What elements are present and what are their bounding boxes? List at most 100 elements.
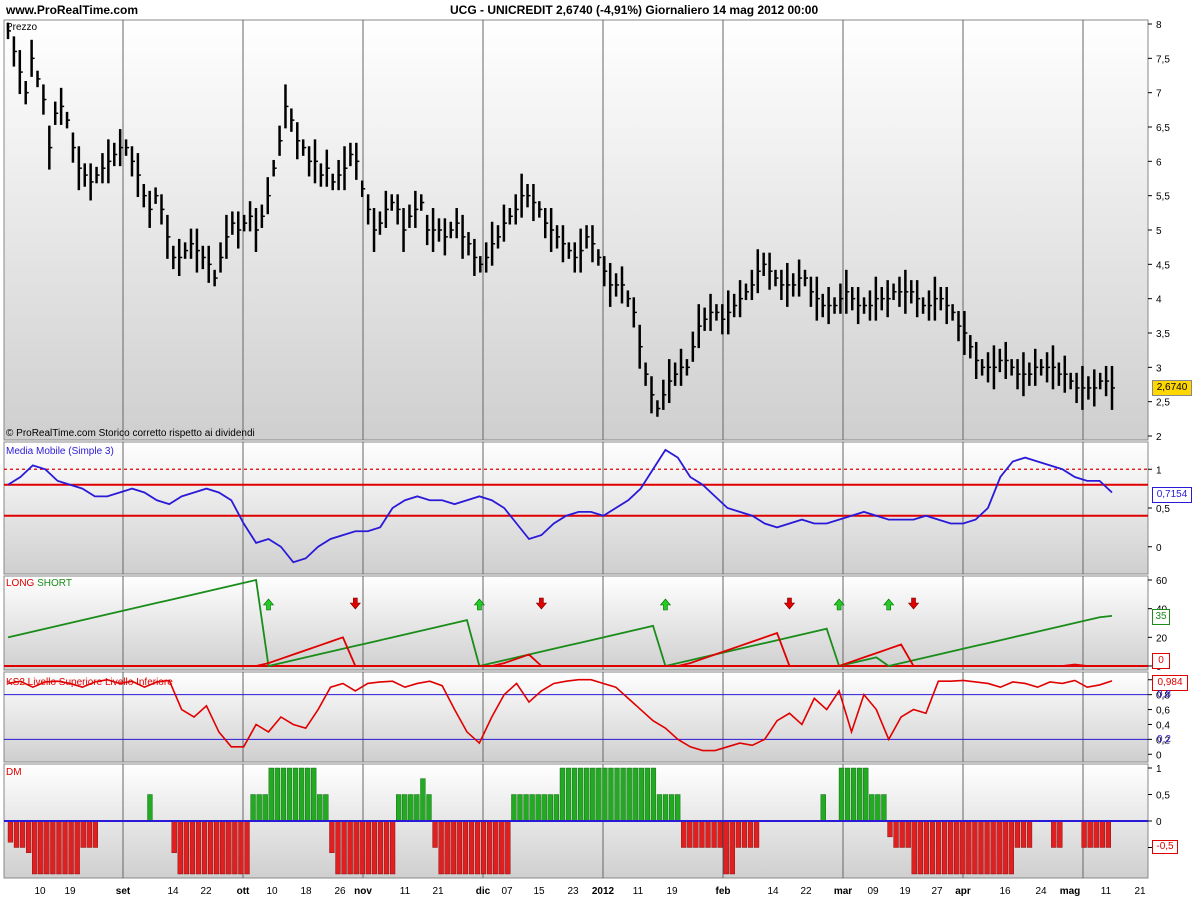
dm-positive-bar <box>577 767 584 822</box>
dm-negative-bar <box>80 820 86 848</box>
long-signal-arrow <box>473 598 486 611</box>
dm-negative-bar <box>444 820 450 875</box>
dm-negative-bar <box>468 820 475 875</box>
dm-negative-bar <box>747 820 754 848</box>
dm-negative-bar <box>1014 820 1021 848</box>
dm-negative-bar <box>711 820 717 848</box>
y-tick-label: 0,2 <box>1156 735 1170 746</box>
dm-negative-bar <box>438 820 444 875</box>
dm-negative-bar <box>44 820 50 875</box>
y-tick-label: 7 <box>1156 89 1162 100</box>
short-label: SHORT <box>37 578 72 589</box>
dm-negative-bar <box>183 820 189 875</box>
chart-title: UCG - UNICREDIT 2,6740 (-4,91%) Giornali… <box>450 3 819 17</box>
long-series-line <box>7 578 1113 668</box>
dm-negative-bar <box>1008 820 1014 875</box>
x-tick-label: 11 <box>633 886 644 897</box>
dm-positive-bar <box>869 794 875 822</box>
dm-negative-bar <box>941 820 948 875</box>
dm-negative-bar <box>1057 820 1063 848</box>
panel-background <box>3 575 1149 671</box>
dm-positive-bar <box>250 794 256 822</box>
dm-negative-bar <box>996 820 1002 875</box>
x-tick-label: 11 <box>400 886 411 897</box>
panel-background <box>3 671 1149 763</box>
dm-negative-bar <box>38 820 44 875</box>
dm-negative-bar <box>450 820 456 875</box>
y-tick-label: 8 <box>1156 20 1162 31</box>
y-tick-label: 1 <box>1156 764 1162 775</box>
x-tick-label: 21 <box>1134 886 1146 897</box>
dm-positive-bar <box>305 767 311 822</box>
dm-positive-bar <box>662 794 669 822</box>
dm-negative-bar <box>505 820 511 875</box>
x-tick-label: mag <box>1060 886 1081 897</box>
dm-negative-bar <box>432 820 438 848</box>
dm-negative-bar <box>487 820 493 875</box>
x-tick-label: 10 <box>266 886 278 897</box>
x-tick-label: 15 <box>533 886 545 897</box>
long-label: LONG <box>6 578 35 589</box>
dm-negative-bar <box>92 820 98 848</box>
x-tick-label: 21 <box>432 886 444 897</box>
dm-negative-bar <box>32 820 38 875</box>
dm-negative-bar <box>68 820 74 875</box>
dm-negative-bar <box>371 820 378 875</box>
dm-negative-bar <box>377 820 384 875</box>
dm-negative-bar <box>341 820 347 875</box>
dm-positive-bar <box>863 767 869 822</box>
dm-positive-bar <box>571 767 578 822</box>
dm-positive-bar <box>584 767 590 822</box>
x-tick-label: 19 <box>899 886 911 897</box>
dm-positive-bar <box>547 794 553 822</box>
dm-positive-bar <box>608 767 614 822</box>
dm-negative-bar <box>887 820 893 838</box>
dm-negative-bar <box>232 820 238 875</box>
dm-negative-bar <box>177 820 183 875</box>
dm-negative-bar <box>923 820 930 875</box>
long-signal-arrow <box>262 598 275 611</box>
dm-positive-bar <box>426 794 432 822</box>
y-tick-label: 7,5 <box>1156 54 1170 65</box>
dm-negative-bar <box>335 820 341 875</box>
dm-negative-bar <box>62 820 68 875</box>
dm-label: DM <box>6 767 22 778</box>
dm-positive-bar <box>638 767 644 822</box>
y-tick-label: 0 <box>1156 543 1162 554</box>
dm-negative-bar <box>365 820 371 875</box>
dm-positive-bar <box>850 767 857 822</box>
dm-negative-bar <box>220 820 226 875</box>
dm-positive-bar <box>596 767 602 822</box>
ma-last-badge: 0,7154 <box>1152 487 1192 503</box>
dm-negative-bar <box>917 820 923 875</box>
panel-background <box>3 441 1149 575</box>
ks-upper-level: 0,8 <box>1157 689 1171 700</box>
y-tick-label: 4,5 <box>1156 260 1170 271</box>
short-signal-arrow <box>349 597 361 610</box>
price-label: Prezzo <box>6 22 38 33</box>
dm-positive-bar <box>565 767 572 822</box>
dm-positive-bar <box>286 767 293 822</box>
y-tick-label: 3 <box>1156 363 1162 374</box>
dm-positive-bar <box>402 794 408 822</box>
x-tick-label: 19 <box>64 886 76 897</box>
x-tick-label: 22 <box>200 886 212 897</box>
dm-negative-bar <box>474 820 481 875</box>
dm-negative-bar <box>462 820 469 875</box>
short-signal-arrow <box>907 597 920 610</box>
x-tick-label: mar <box>834 886 852 897</box>
dm-negative-bar <box>954 820 960 875</box>
dm-negative-bar <box>238 820 244 875</box>
dm-positive-bar <box>590 767 596 822</box>
ma-label: Media Mobile (Simple 3) <box>6 446 114 457</box>
dm-negative-bar <box>7 820 14 843</box>
dm-negative-bar <box>1051 820 1057 848</box>
long-signal-arrow <box>833 598 845 611</box>
dm-negative-bar <box>171 820 177 853</box>
dm-negative-bar <box>929 820 936 875</box>
dm-negative-bar <box>86 820 92 848</box>
dm-positive-bar <box>317 794 323 822</box>
dm-negative-bar <box>1002 820 1008 875</box>
y-tick-label: 3,5 <box>1156 329 1170 340</box>
dm-negative-bar <box>214 820 220 875</box>
